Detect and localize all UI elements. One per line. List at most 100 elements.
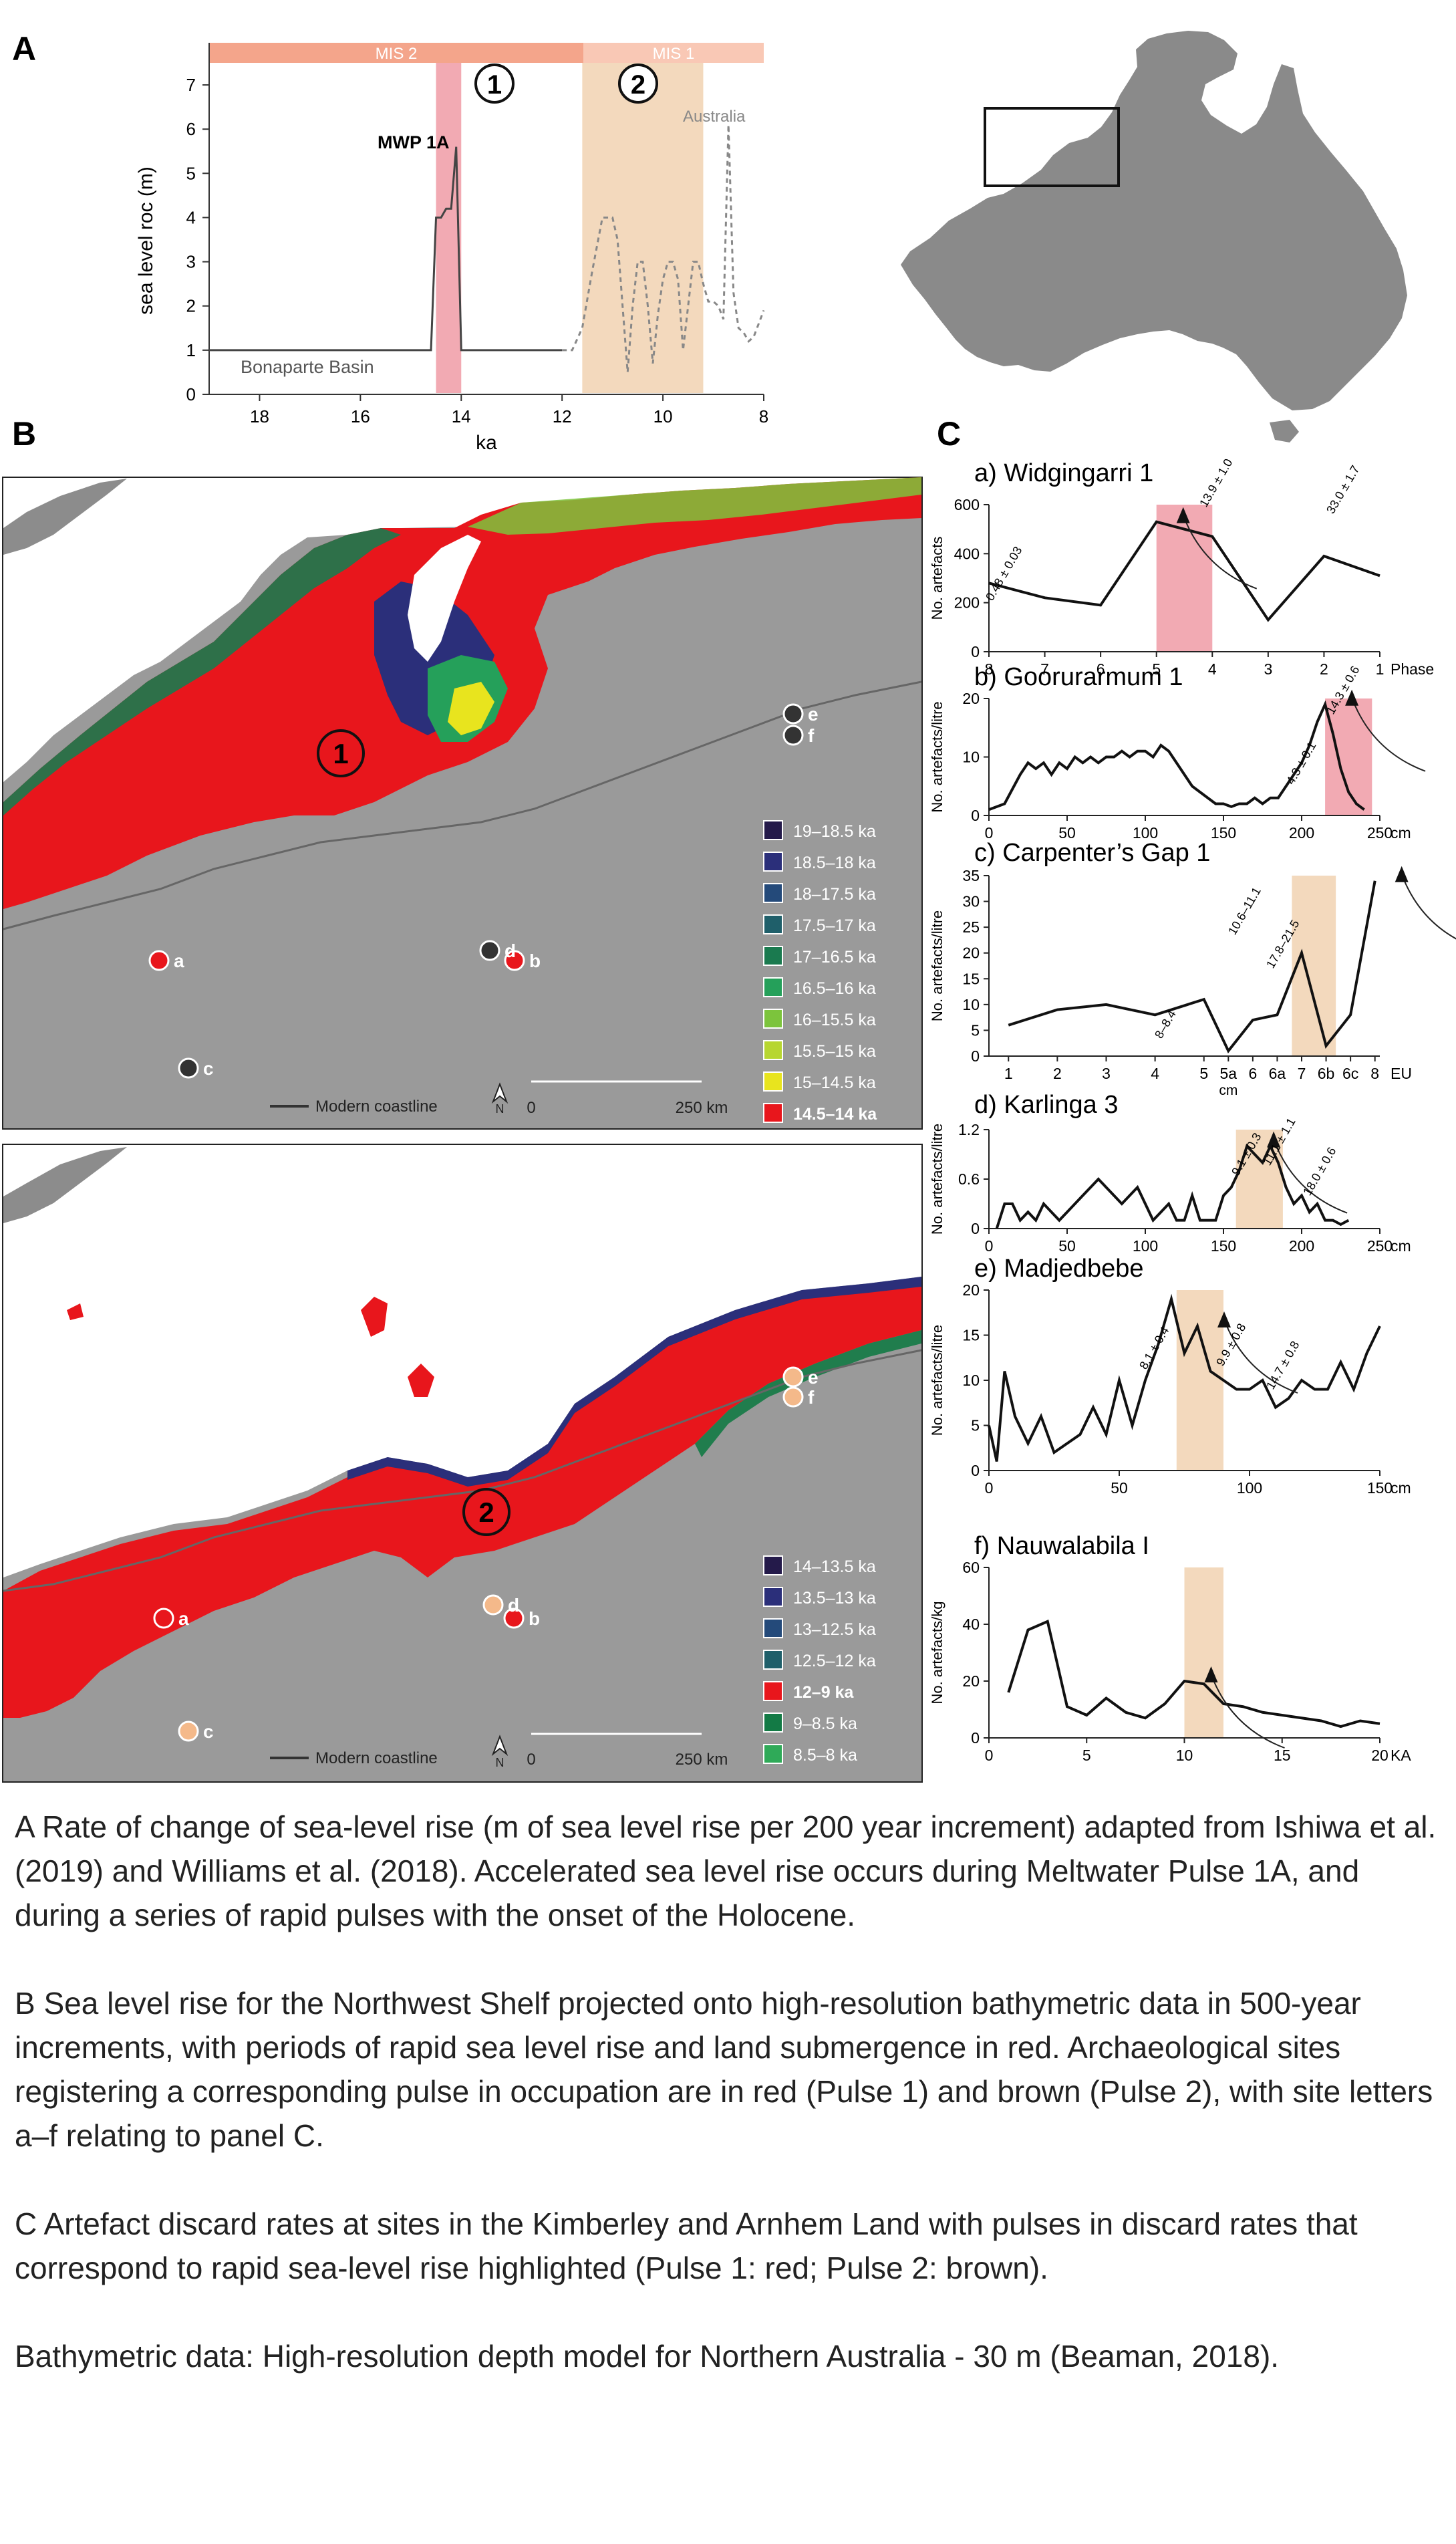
map2-scale-0: 0 (527, 1751, 535, 1769)
pulse1-marker (474, 63, 515, 104)
pulse1-marker-text: 1 (487, 70, 502, 100)
legend-label: 18–17.5 ka (793, 885, 876, 904)
y-tick-label: 200 (954, 594, 980, 612)
map2-legend: 14–13.5 ka 13.5–13 ka 13–12.5 ka 12.5–12 ka… (763, 1555, 876, 1765)
arrow-head-icon (1267, 1131, 1281, 1148)
y-axis-label: No. artefacts/litre (929, 701, 945, 812)
x-tick-label: 7 (1040, 660, 1049, 678)
series-line (988, 520, 1380, 622)
chart-c-2: c) Carpenter’s Gap 1 No. artefacts/litre 0… (929, 839, 1456, 1098)
x-axis-unit: KA (1391, 1747, 1411, 1764)
map1-white-inlet (408, 535, 481, 662)
site-marker-d (479, 940, 500, 961)
legend-swatch (763, 1103, 783, 1123)
legend-label: 14–13.5 ka (793, 1557, 876, 1576)
x-unit-secondary: cm (1219, 1083, 1237, 1098)
date-label: 4.3 ± 0.1 (1284, 739, 1318, 787)
y-tick-label: 1 (186, 340, 196, 360)
mis2-label: MIS 2 (376, 45, 418, 63)
y-tick-label: 20 (962, 944, 980, 962)
map2-ocean (3, 1145, 921, 1577)
x-tick-label: 0 (985, 1747, 994, 1764)
map2-pulse2-marker (462, 1488, 511, 1536)
series-line (1007, 1619, 1380, 1729)
map1-pulse1-marker (317, 729, 365, 777)
x-tick-label: 6b (1318, 1065, 1335, 1082)
x-tick-label: 5 (1199, 1065, 1208, 1082)
map1-north-label: N (496, 1102, 504, 1116)
map1-green-fringe (3, 528, 401, 815)
chart-title: b) Goorurarmum 1 (974, 663, 1183, 691)
australia-inset-map (901, 31, 1407, 442)
y-tick-label: 25 (962, 918, 980, 936)
australia-label: Australia (683, 108, 746, 126)
site-marker-d (482, 1594, 504, 1616)
legend-swatch (763, 1009, 783, 1029)
map1-island (3, 479, 127, 555)
map2-coastline-path (3, 1349, 922, 1592)
x-tick-label: 15 (1274, 1747, 1291, 1764)
legend-label: 18.5–18 ka (793, 854, 876, 872)
legend-label: 17–16.5 ka (793, 948, 876, 967)
y-tick-label: 5 (971, 1417, 980, 1434)
site-label-b: b (529, 1608, 540, 1629)
x-tick-label: 16 (351, 406, 370, 426)
x-axis-label: ka (476, 432, 497, 454)
island-shape (1132, 127, 1164, 159)
x-tick-label: 100 (1133, 824, 1158, 842)
site-label-f: f (808, 1387, 815, 1408)
x-tick-label: 2 (1320, 660, 1328, 678)
mis2-bar (209, 43, 583, 63)
figure-caption: A Rate of change of sea-level rise (m of… (15, 1805, 1438, 2422)
x-tick-label: 5 (1152, 660, 1161, 678)
y-tick-label: 0 (971, 1462, 980, 1479)
arrow-head-icon (1345, 689, 1359, 706)
y-tick-label: 10 (962, 996, 980, 1013)
legend-swatch (763, 1071, 783, 1092)
legend-label: 8.5–8 ka (793, 1746, 857, 1765)
map1-scale-0: 0 (527, 1099, 535, 1117)
y-tick-label: 1.2 (958, 1121, 980, 1138)
legend-swatch (763, 1650, 783, 1670)
arrow-head-icon (1395, 866, 1409, 882)
map1-ocean (3, 478, 921, 782)
chart-title: a) Widgingarri 1 (974, 459, 1153, 487)
chart-title: c) Carpenter’s Gap 1 (974, 839, 1210, 867)
y-tick-label: 2 (186, 296, 196, 316)
legend-swatch (763, 1555, 783, 1575)
chart-title: e) Madjedbebe (974, 1255, 1144, 1283)
legend-swatch (763, 1587, 783, 1607)
x-tick-label: 50 (1111, 1479, 1128, 1497)
site-marker-f (782, 1386, 804, 1408)
site-label-e: e (808, 704, 819, 725)
x-tick-label: 6 (1248, 1065, 1257, 1082)
date-label: 33.0 ± 1.7 (1324, 463, 1362, 516)
site-label-d: d (508, 1595, 519, 1616)
y-tick-label: 30 (962, 893, 980, 910)
map2-green-fringe (695, 1330, 921, 1457)
x-tick-label: 6 (1097, 660, 1105, 678)
x-axis-unit: cm (1391, 1479, 1411, 1497)
trend-arrow-curve (1273, 1139, 1348, 1214)
pulse-band (1176, 1290, 1223, 1471)
legend-label: 12–9 ka (793, 1683, 854, 1702)
arrow-head-icon (1217, 1311, 1231, 1327)
chart-title: f) Nauwalabila I (974, 1532, 1149, 1560)
basin-label: Bonaparte Basin (241, 357, 374, 377)
map1-north-arrow-icon (491, 1082, 508, 1104)
legend-swatch (763, 883, 783, 903)
mwp-label: MWP 1A (378, 132, 450, 152)
panel-b-label: B (12, 415, 37, 453)
trend-arrow-curve (1223, 1319, 1298, 1394)
site-label-b: b (529, 950, 541, 971)
x-tick-label: 18 (250, 406, 269, 426)
map2-deep-fringe (347, 1277, 921, 1487)
y-tick-label: 7 (186, 75, 196, 95)
legend-swatch (763, 914, 783, 934)
caption-a: A Rate of change of sea-level rise (m of… (15, 1809, 1437, 1932)
x-tick-label: 250 (1367, 1237, 1393, 1255)
legend-swatch (763, 852, 783, 872)
